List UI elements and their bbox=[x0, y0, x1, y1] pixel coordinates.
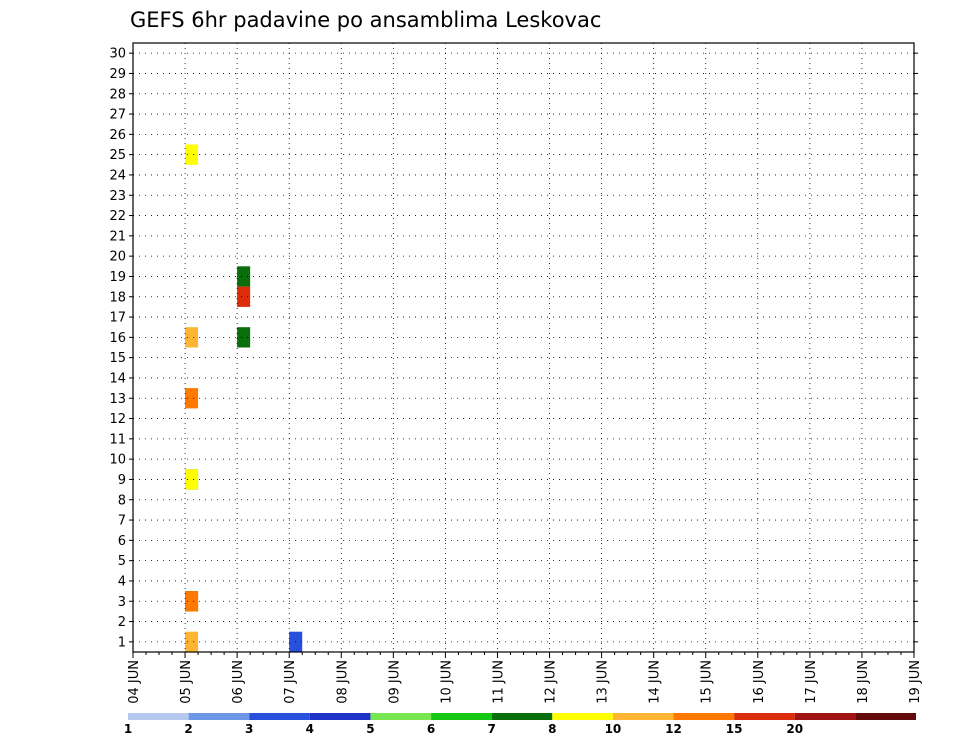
y-tick-label: 30 bbox=[109, 47, 126, 62]
x-tick-label: 14 JUN bbox=[648, 660, 663, 704]
heatmap-cell bbox=[185, 388, 199, 409]
y-tick-label: 26 bbox=[109, 128, 126, 143]
y-tick-label: 13 bbox=[109, 392, 126, 407]
y-tick-label: 25 bbox=[109, 148, 126, 163]
y-tick-label: 2 bbox=[118, 615, 126, 630]
colorbar-swatch bbox=[249, 713, 310, 720]
y-tick-label: 20 bbox=[109, 250, 126, 265]
colorbar-swatch bbox=[128, 713, 189, 720]
x-axis-ticks: 04 JUN 05 JUN 06 JUN 07 JUN 08 JUN 09 JUN 10 J… bbox=[127, 652, 923, 704]
chart-title: GEFS 6hr padavine po ansamblima Leskovac bbox=[130, 8, 601, 32]
y-tick-label: 23 bbox=[109, 189, 126, 204]
x-tick-label: 05 JUN bbox=[179, 660, 194, 704]
colorbar-label: 20 bbox=[786, 722, 803, 736]
y-tick-label: 19 bbox=[109, 270, 126, 285]
colorbar-swatch bbox=[370, 713, 432, 720]
heatmap-cell bbox=[185, 144, 199, 165]
heatmap-cell bbox=[185, 469, 199, 490]
x-tick-label: 09 JUN bbox=[387, 660, 402, 704]
x-tick-label: 13 JUN bbox=[596, 660, 611, 704]
x-tick-label: 06 JUN bbox=[231, 660, 246, 704]
x-tick-label: 15 JUN bbox=[700, 660, 715, 704]
y-tick-label: 8 bbox=[118, 493, 126, 508]
y-tick-label: 10 bbox=[109, 453, 126, 468]
y-tick-label: 29 bbox=[109, 67, 126, 82]
colorbar-swatch bbox=[855, 713, 916, 720]
colorbar-label: 3 bbox=[245, 722, 253, 736]
colorbar-swatch bbox=[309, 713, 371, 720]
y-tick-label: 16 bbox=[109, 331, 126, 346]
heatmap-cell bbox=[185, 591, 199, 612]
colorbar-swatch bbox=[431, 713, 492, 720]
y-axis-ticks: 1234567891011121314151617181920212223242… bbox=[109, 47, 918, 650]
colorbar-swatch bbox=[734, 713, 795, 720]
dotted-grid bbox=[133, 43, 914, 652]
y-tick-label: 14 bbox=[109, 371, 126, 386]
heatmap-cell bbox=[237, 266, 251, 287]
x-tick-label: 16 JUN bbox=[752, 660, 767, 704]
y-tick-label: 21 bbox=[109, 229, 126, 244]
x-tick-label: 08 JUN bbox=[335, 660, 350, 704]
y-tick-label: 11 bbox=[109, 432, 126, 447]
heatmap-cells bbox=[185, 144, 303, 652]
y-tick-label: 1 bbox=[118, 635, 126, 650]
x-tick-label: 04 JUN bbox=[127, 660, 142, 704]
x-tick-label: 17 JUN bbox=[804, 660, 819, 704]
colorbar-label: 7 bbox=[488, 722, 496, 736]
heatmap-cell bbox=[185, 631, 199, 652]
colorbar-swatch bbox=[188, 713, 250, 720]
y-tick-label: 9 bbox=[118, 473, 126, 488]
colorbar: 1 2 3 4 5 6 7 8 10 12 15 20 bbox=[124, 713, 916, 736]
x-tick-label: 11 JUN bbox=[491, 660, 506, 704]
y-tick-label: 17 bbox=[109, 311, 126, 326]
heatmap-cell bbox=[237, 286, 251, 307]
y-tick-label: 28 bbox=[109, 87, 126, 102]
colorbar-label: 6 bbox=[427, 722, 435, 736]
colorbar-label: 1 bbox=[124, 722, 132, 736]
y-tick-label: 7 bbox=[118, 514, 126, 529]
x-tick-label: 07 JUN bbox=[283, 660, 298, 704]
colorbar-swatch bbox=[612, 713, 674, 720]
x-tick-label: 19 JUN bbox=[908, 660, 923, 704]
colorbar-label: 12 bbox=[665, 722, 682, 736]
y-tick-label: 3 bbox=[118, 595, 126, 610]
colorbar-label: 10 bbox=[605, 722, 622, 736]
colorbar-label: 5 bbox=[366, 722, 374, 736]
colorbar-label: 8 bbox=[548, 722, 556, 736]
y-tick-label: 12 bbox=[109, 412, 126, 427]
colorbar-swatch bbox=[552, 713, 613, 720]
y-tick-label: 6 bbox=[118, 534, 126, 549]
y-tick-label: 18 bbox=[109, 290, 126, 305]
y-tick-label: 27 bbox=[109, 108, 126, 123]
colorbar-swatch bbox=[794, 713, 856, 720]
x-tick-label: 12 JUN bbox=[544, 660, 559, 704]
colorbar-swatch bbox=[673, 713, 735, 720]
y-tick-label: 24 bbox=[109, 168, 126, 183]
y-tick-label: 15 bbox=[109, 351, 126, 366]
x-tick-label: 18 JUN bbox=[856, 660, 871, 704]
heatmap-cell bbox=[237, 327, 251, 348]
y-tick-label: 5 bbox=[118, 554, 126, 569]
colorbar-label: 4 bbox=[306, 722, 314, 736]
colorbar-label: 2 bbox=[184, 722, 192, 736]
heatmap-cell bbox=[185, 327, 199, 348]
y-tick-label: 22 bbox=[109, 209, 126, 224]
y-tick-label: 4 bbox=[118, 574, 126, 589]
x-tick-label: 10 JUN bbox=[439, 660, 454, 704]
colorbar-label: 15 bbox=[726, 722, 743, 736]
colorbar-swatch bbox=[491, 713, 553, 720]
